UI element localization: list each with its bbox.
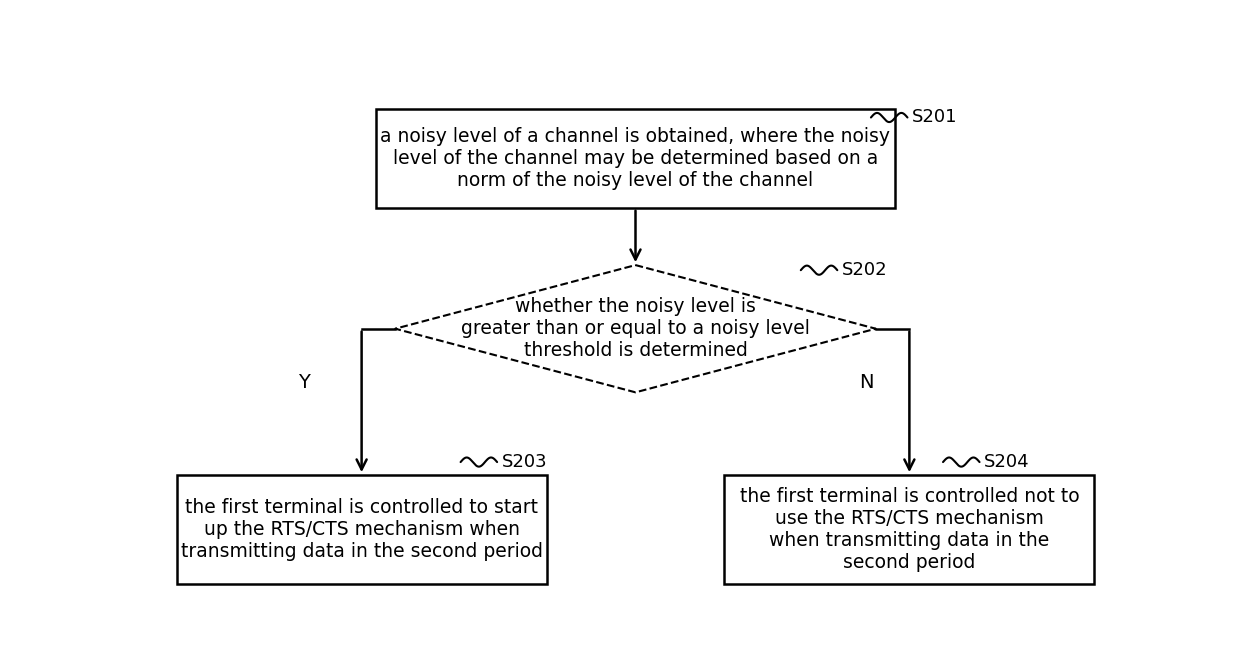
Text: whether the noisy level is
greater than or equal to a noisy level
threshold is d: whether the noisy level is greater than …: [461, 297, 810, 360]
Text: S204: S204: [985, 453, 1030, 471]
Text: Y: Y: [298, 373, 310, 392]
Text: S203: S203: [502, 453, 548, 471]
Text: a noisy level of a channel is obtained, where the noisy
level of the channel may: a noisy level of a channel is obtained, …: [381, 127, 890, 190]
Polygon shape: [396, 265, 875, 393]
Text: the first terminal is controlled to start
up the RTS/CTS mechanism when
transmit: the first terminal is controlled to star…: [181, 498, 543, 561]
FancyBboxPatch shape: [724, 475, 1095, 584]
Text: the first terminal is controlled not to
use the RTS/CTS mechanism
when transmitt: the first terminal is controlled not to …: [739, 487, 1079, 572]
Text: S202: S202: [842, 261, 888, 279]
FancyBboxPatch shape: [176, 475, 547, 584]
FancyBboxPatch shape: [376, 108, 895, 208]
Text: N: N: [859, 373, 873, 392]
Text: S201: S201: [913, 108, 957, 126]
